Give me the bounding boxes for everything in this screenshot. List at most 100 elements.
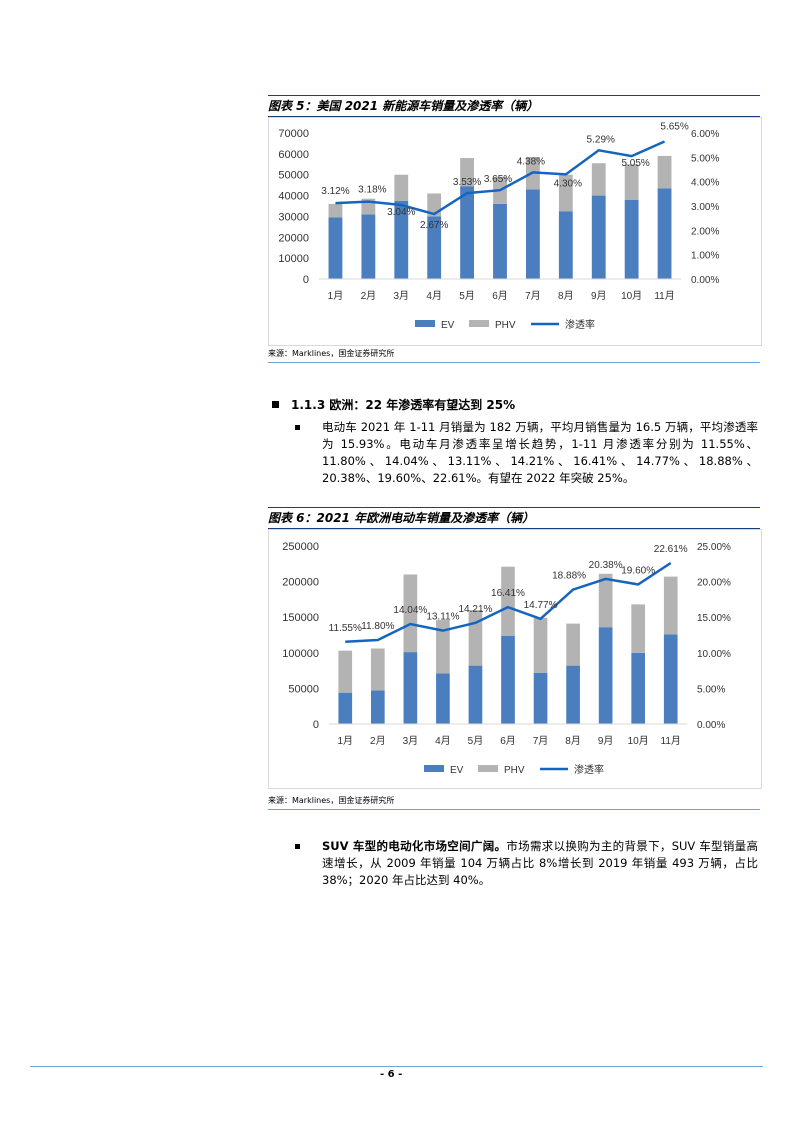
y-tick-label: 250000 <box>282 541 319 553</box>
legend-phv-swatch <box>469 320 489 327</box>
y-tick-label: 200000 <box>282 577 319 589</box>
bar-ev <box>436 673 450 724</box>
x-tick-label: 6月 <box>500 735 516 747</box>
figure-5-title: 图表 5：美国 2021 新能源车销量及渗透率（辆） <box>268 95 760 117</box>
x-tick-label: 10月 <box>621 290 642 302</box>
y2-tick-label: 20.00% <box>697 578 731 589</box>
bar-phv <box>657 155 672 189</box>
legend-rate-label: 渗透率 <box>565 318 595 331</box>
bar-ev <box>657 188 672 279</box>
rate-line <box>335 140 666 216</box>
rate-data-label: 3.04% <box>387 207 415 218</box>
x-tick-label: 5月 <box>468 735 484 747</box>
x-tick-label: 3月 <box>393 290 409 302</box>
rate-data-label: 18.88% <box>552 571 586 582</box>
y-tick-label: 20000 <box>278 232 309 244</box>
y2-tick-label: 15.00% <box>697 613 731 624</box>
bar-phv <box>631 604 646 653</box>
section-heading: 1.1.3 欧洲：22 年渗透率有望达到 25% <box>272 396 515 413</box>
bullet-icon <box>295 844 300 849</box>
x-tick-label: 4月 <box>426 290 442 302</box>
bar-phv <box>338 650 353 693</box>
square-bullet-icon <box>272 401 279 408</box>
bullet-paragraph-2: SUV 车型的电动化市场空间广阔。市场需求以换购为主的背景下，SUV 车型销量高… <box>295 838 758 889</box>
chart-5: 0 10000 20000 30000 40000 50000 60000 70000 0.00… <box>278 122 719 331</box>
chart-6-container: 0 50000 100000 150000 200000 250000 0.00% 5.00%… <box>268 529 762 789</box>
y-tick-label: 0 <box>313 719 319 731</box>
bullet-2-bold: SUV 车型的电动化市场空间广阔。 <box>322 839 507 853</box>
bullet-1-text: 电动车 2021 年 1-11 月销量为 182 万辆，平均月销售量为 16.5… <box>322 420 758 485</box>
page-number: - 6 - <box>380 1069 403 1080</box>
bullet-icon <box>295 425 300 430</box>
bar-ev <box>403 652 418 724</box>
bar-phv <box>533 617 548 673</box>
bar-phv <box>663 576 678 635</box>
y-tick-label: 150000 <box>282 612 319 624</box>
bar-ev <box>525 189 540 279</box>
x-tick-label: 8月 <box>565 735 581 747</box>
figure-6-source: 来源：Marklines，国金证券研究所 <box>268 796 395 805</box>
bar-ev <box>361 214 376 279</box>
bar-phv <box>558 174 573 212</box>
rate-data-label: 11.55% <box>329 623 362 634</box>
bar-ev <box>631 652 646 724</box>
bar-ev <box>468 665 483 724</box>
rate-line <box>345 561 672 644</box>
bullet-2-body: 市场需求以换购为主的背景下，SUV 车型销量高速增长，从 2009 年销量 10… <box>322 839 758 887</box>
bar-phv <box>403 574 418 653</box>
bar-phv <box>566 623 580 666</box>
legend-phv-label: PHV <box>495 320 516 331</box>
x-tick-label: 11月 <box>654 290 674 302</box>
bar-phv <box>598 573 613 628</box>
rate-data-label: 2.67% <box>420 220 448 231</box>
y-tick-label: 60000 <box>278 149 309 161</box>
x-tick-label: 5月 <box>459 290 475 302</box>
rate-data-label: 14.04% <box>393 605 427 616</box>
y2-tick-label: 0.00% <box>691 275 719 286</box>
bar-ev <box>394 200 409 279</box>
y2-tick-label: 25.00% <box>697 542 731 553</box>
x-tick-label: 2月 <box>370 735 386 747</box>
bar-ev <box>533 672 548 724</box>
x-tick-label: 6月 <box>492 290 508 302</box>
legend-phv-label: PHV <box>504 765 525 776</box>
y2-tick-label: 1.00% <box>691 251 719 262</box>
rate-data-label: 14.77% <box>524 600 558 611</box>
rate-data-label: 13.11% <box>426 612 459 623</box>
rate-data-label: 5.05% <box>621 158 649 169</box>
bar-phv <box>501 566 515 636</box>
x-tick-label: 9月 <box>591 290 607 302</box>
x-tick-label: 4月 <box>435 735 451 747</box>
x-tick-label: 1月 <box>337 735 353 747</box>
bar-phv <box>468 610 483 666</box>
rate-data-label: 3.53% <box>453 177 481 188</box>
rate-data-label: 5.29% <box>587 134 615 145</box>
bar-ev <box>493 203 507 279</box>
y2-tick-label: 6.00% <box>691 129 719 140</box>
y2-tick-label: 3.00% <box>691 202 719 213</box>
y2-tick-label: 10.00% <box>697 649 731 660</box>
bar-ev <box>598 627 613 724</box>
x-tick-label: 3月 <box>403 735 419 747</box>
bar-ev <box>338 692 353 724</box>
y2-tick-label: 5.00% <box>691 153 719 164</box>
divider <box>268 809 760 810</box>
bullet-2-text: SUV 车型的电动化市场空间广阔。市场需求以换购为主的背景下，SUV 车型销量高… <box>322 838 758 889</box>
x-tick-label: 1月 <box>328 290 344 302</box>
bar-phv <box>328 203 343 218</box>
rate-data-label: 3.18% <box>358 185 386 196</box>
figure-5-source: 来源：Marklines，国金证券研究所 <box>268 349 395 358</box>
x-tick-label: 7月 <box>525 290 541 302</box>
x-tick-label: 7月 <box>533 735 549 747</box>
bar-ev <box>370 690 385 724</box>
figure-6-title: 图表 6：2021 年欧洲电动车销量及渗透率（辆） <box>268 507 760 529</box>
rate-data-label: 3.12% <box>321 186 349 197</box>
rate-data-label: 11.80% <box>361 621 394 632</box>
bar-ev <box>460 186 475 279</box>
footer-rule <box>30 1066 763 1067</box>
section-heading-text: 1.1.3 欧洲：22 年渗透率有望达到 25% <box>291 398 516 412</box>
y2-tick-label: 0.00% <box>697 720 725 731</box>
rate-data-label: 19.60% <box>621 565 655 576</box>
rate-data-label: 4.38% <box>517 156 545 167</box>
legend-ev-label: EV <box>441 320 455 331</box>
